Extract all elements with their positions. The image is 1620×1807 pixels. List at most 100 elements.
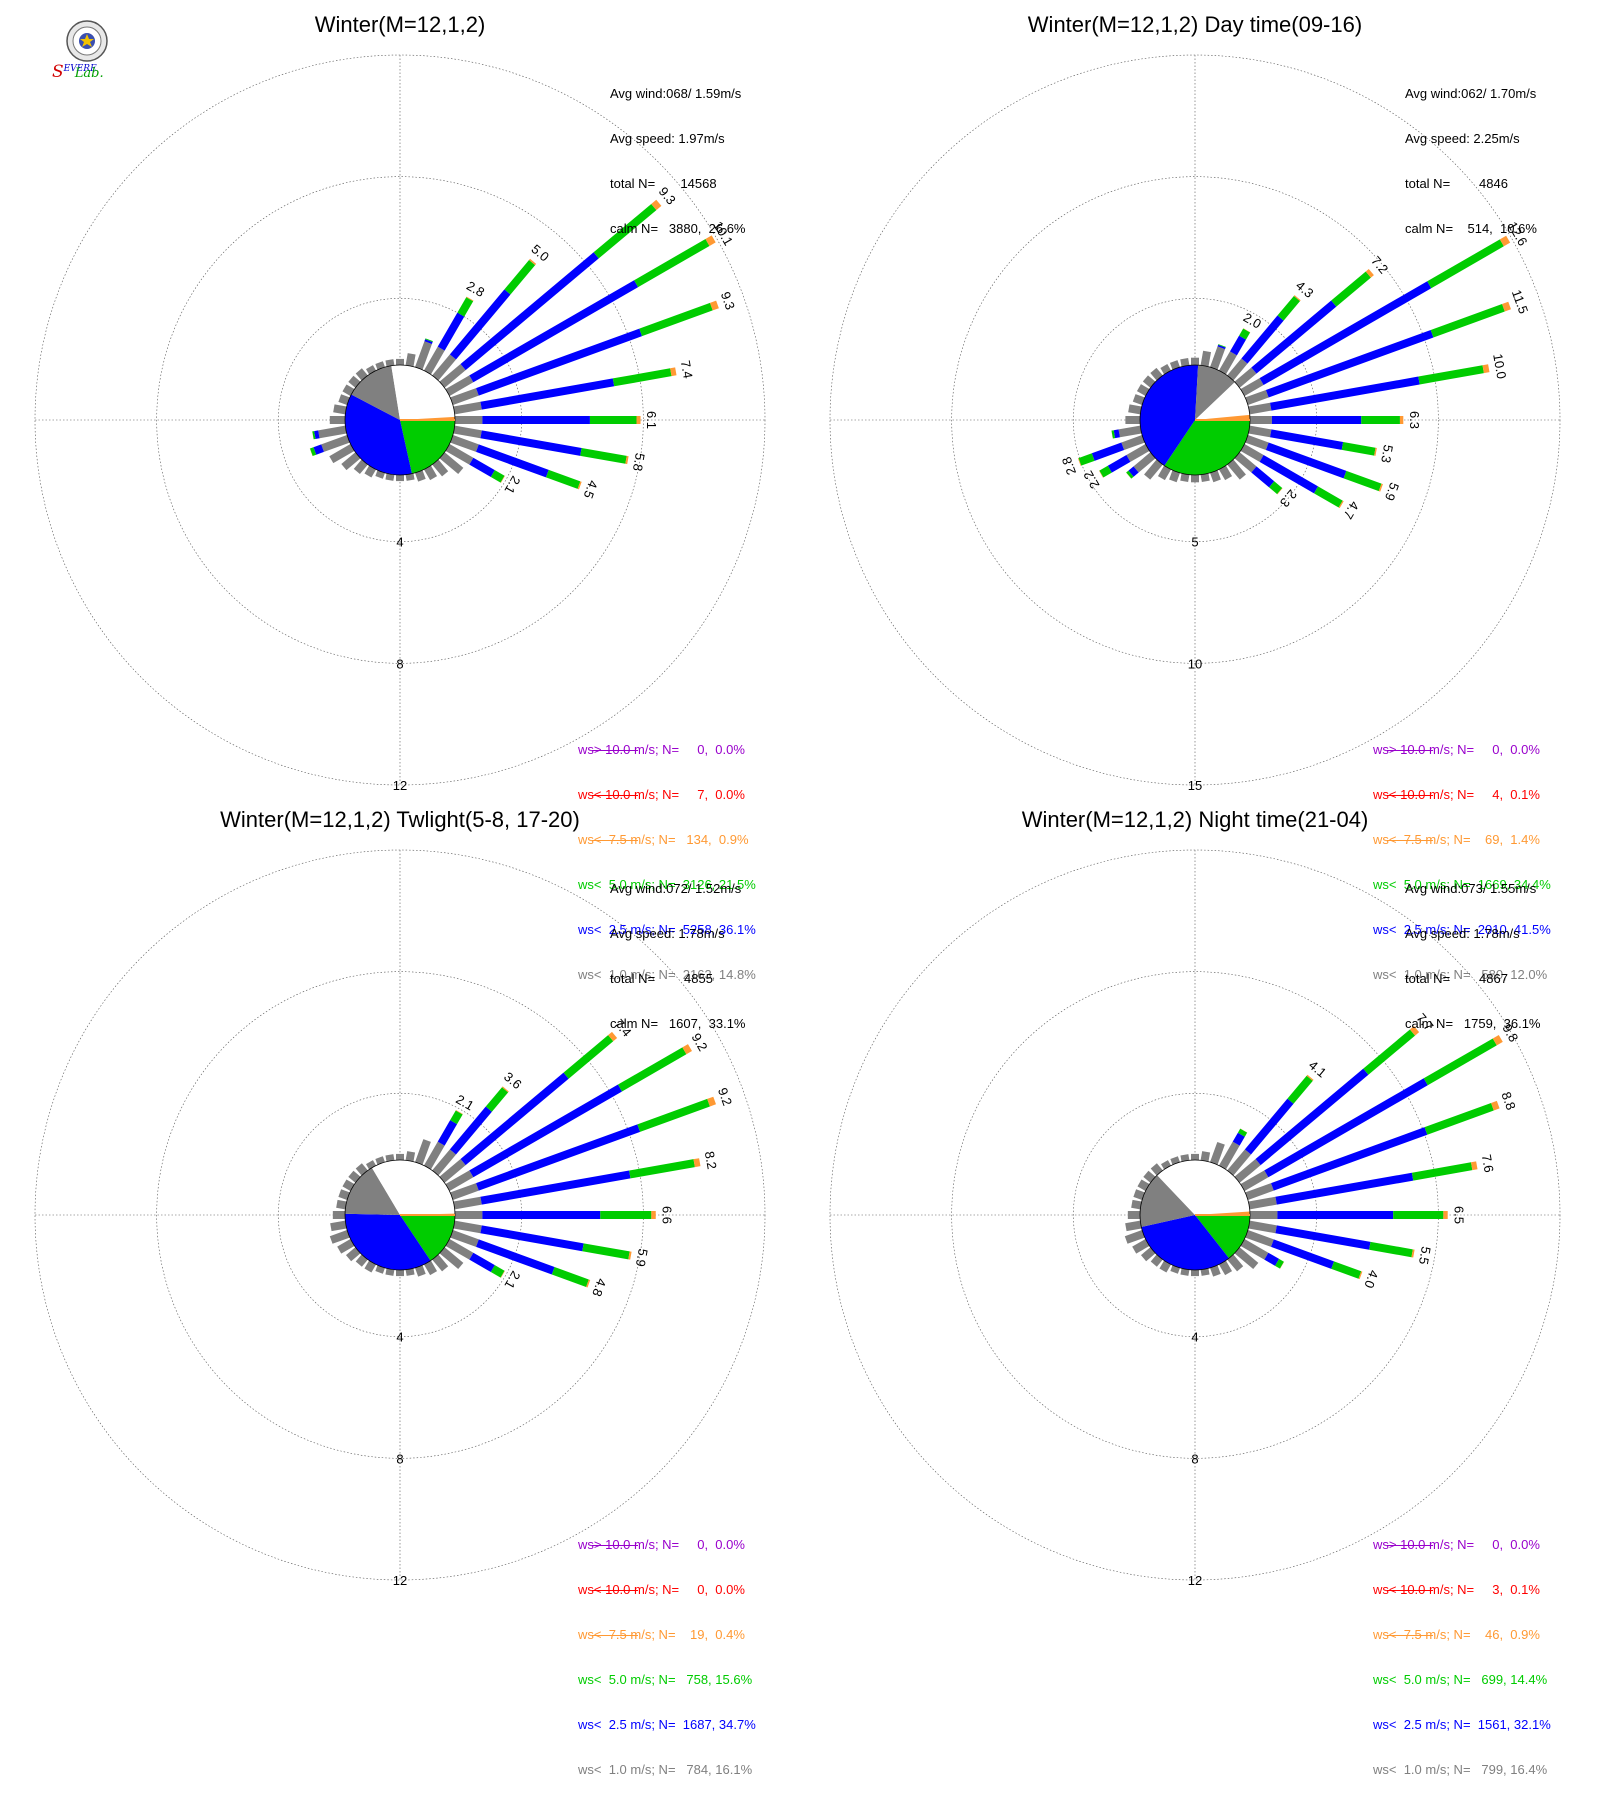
stats-block: Avg wind:062/ 1.70m/s Avg speed: 2.25m/s… bbox=[1405, 56, 1537, 266]
direction-bar bbox=[1201, 1151, 1210, 1161]
bar-segment-lt1 bbox=[333, 1211, 345, 1219]
bar-segment-lt5 bbox=[1342, 442, 1376, 456]
calm-n: calm N= 1607, 33.1% bbox=[610, 1016, 746, 1031]
bar-value-label: 8.8 bbox=[1498, 1090, 1518, 1112]
direction-bar bbox=[1191, 475, 1199, 482]
ring-label: 12 bbox=[393, 1573, 407, 1588]
bar-segment-lt1 bbox=[455, 1211, 482, 1219]
bar-segment-lt1 bbox=[453, 402, 481, 415]
direction-bar bbox=[396, 475, 404, 481]
ring-label: 8 bbox=[396, 656, 403, 671]
bar-segment-lt5 bbox=[1331, 271, 1371, 306]
ring-label: 10 bbox=[1188, 656, 1202, 671]
bar-segment-lt1 bbox=[330, 416, 345, 424]
bar-value-label: 8.2 bbox=[702, 1150, 720, 1170]
bar-value-label: 5.8 bbox=[630, 452, 648, 472]
direction-bar bbox=[406, 353, 416, 366]
bar-segment-lt5 bbox=[1331, 1261, 1361, 1278]
bar-value-label: 2.1 bbox=[502, 1268, 524, 1291]
bar-value-label: 6.5 bbox=[1451, 1206, 1466, 1224]
direction-bar bbox=[1250, 1211, 1448, 1219]
bar-value-label: 2.0 bbox=[1241, 310, 1264, 332]
bar-segment-lt5 bbox=[590, 416, 637, 424]
bar-segment-lt5 bbox=[1078, 453, 1094, 465]
bar-segment-lt7_5 bbox=[1443, 1211, 1447, 1219]
bar-value-label: 6.3 bbox=[1407, 411, 1422, 429]
legend-gt10: ws> 10.0 m/s; N= 0, 0.0% bbox=[1373, 1537, 1551, 1552]
bar-segment-lt1 bbox=[1250, 416, 1272, 424]
bar-segment-lt1 bbox=[1119, 426, 1142, 438]
ring-label: 8 bbox=[1191, 1451, 1198, 1466]
bar-value-label: 5.3 bbox=[1378, 444, 1396, 464]
legend-gt10: ws> 10.0 m/s; N= 0, 0.0% bbox=[578, 1537, 756, 1552]
avg-wind: Avg wind:068/ 1.59m/s bbox=[610, 86, 746, 101]
legend-lt1: ws< 1.0 m/s; N= 784, 16.1% bbox=[578, 1762, 756, 1777]
direction-bar bbox=[455, 416, 641, 424]
bar-value-label: 11.5 bbox=[1509, 288, 1531, 316]
legend-lt2_5: ws< 2.5 m/s; N= 1687, 34.7% bbox=[578, 1717, 756, 1732]
bar-segment-lt1 bbox=[453, 1197, 481, 1210]
bar-segment-lt5 bbox=[629, 1159, 695, 1178]
bar-segment-lt7_5 bbox=[1400, 416, 1403, 424]
legend: ws> 10.0 m/s; N= 0, 0.0% ws< 10.0 m/s; N… bbox=[578, 1507, 756, 1807]
bar-value-label: 5.5 bbox=[1416, 1245, 1434, 1265]
direction-bar bbox=[333, 1211, 345, 1219]
legend-lt1: ws< 1.0 m/s; N= 799, 16.4% bbox=[1373, 1762, 1551, 1777]
bar-segment-lt1 bbox=[1131, 1200, 1141, 1209]
bar-segment-lt2_5 bbox=[482, 416, 590, 424]
calm-n: calm N= 514, 10.6% bbox=[1405, 221, 1537, 236]
legend-lt5: ws< 5.0 m/s; N= 758, 15.6% bbox=[578, 1672, 756, 1687]
direction-bar bbox=[1131, 1200, 1141, 1209]
avg-speed: Avg speed: 2.25m/s bbox=[1405, 131, 1537, 146]
ring-label: 15 bbox=[1188, 778, 1202, 793]
bar-value-label: 9.2 bbox=[715, 1086, 735, 1108]
direction-bar bbox=[1191, 1270, 1199, 1276]
bar-value-label: 4.8 bbox=[589, 1276, 609, 1298]
bar-segment-lt2_5 bbox=[1108, 455, 1131, 473]
bar-segment-lt5 bbox=[552, 1267, 589, 1287]
bar-value-label: 10.0 bbox=[1490, 353, 1509, 381]
legend-lt5: ws< 5.0 m/s; N= 699, 14.4% bbox=[1373, 1672, 1551, 1687]
total-n: total N= 14568 bbox=[610, 176, 746, 191]
bar-segment-lt1 bbox=[330, 1221, 346, 1232]
direction-bar bbox=[406, 1151, 415, 1161]
ring-label: 8 bbox=[396, 1451, 403, 1466]
legend-gt10: ws> 10.0 m/s; N= 0, 0.0% bbox=[1373, 742, 1551, 757]
bar-segment-lt1 bbox=[1248, 426, 1271, 438]
bar-segment-lt2_5 bbox=[1092, 443, 1124, 461]
stats-block: Avg wind:073/ 1.55m/s Avg speed: 1.78m/s… bbox=[1405, 851, 1541, 1061]
bar-value-label: 2.1 bbox=[453, 1091, 476, 1113]
legend-lt10: ws< 10.0 m/s; N= 0, 0.0% bbox=[578, 1582, 756, 1597]
bar-segment-lt2_5 bbox=[1245, 1099, 1294, 1155]
bar-segment-lt2_5 bbox=[482, 1211, 600, 1219]
bar-segment-lt5 bbox=[1418, 365, 1484, 384]
bar-segment-lt1 bbox=[318, 426, 346, 439]
legend-lt10: ws< 10.0 m/s; N= 3, 0.1% bbox=[1373, 1582, 1551, 1597]
calm-n: calm N= 3880, 26.6% bbox=[610, 221, 746, 236]
bar-segment-lt5 bbox=[1431, 304, 1505, 337]
bar-segment-lt5 bbox=[1314, 486, 1343, 507]
bar-segment-lt1 bbox=[1248, 1221, 1276, 1234]
bar-segment-lt5 bbox=[546, 470, 580, 489]
bar-value-label: 2.2 bbox=[1080, 468, 1102, 491]
bar-segment-lt2_5 bbox=[469, 458, 494, 477]
bar-segment-lt1 bbox=[1248, 403, 1271, 415]
bar-segment-lt5 bbox=[1412, 1162, 1472, 1180]
bar-segment-lt1 bbox=[396, 359, 404, 365]
bar-segment-lt2_5 bbox=[1230, 336, 1246, 356]
bar-segment-lt1 bbox=[1128, 1211, 1140, 1219]
bar-segment-lt1 bbox=[1250, 1211, 1277, 1219]
bar-segment-lt5 bbox=[1425, 1103, 1494, 1135]
bar-segment-lt5 bbox=[504, 260, 535, 294]
stats-block: Avg wind:072/ 1.52m/s Avg speed: 1.78m/s… bbox=[610, 851, 746, 1061]
bar-segment-lt2_5 bbox=[1277, 1211, 1393, 1219]
total-n: total N= 4846 bbox=[1405, 176, 1537, 191]
direction-bar bbox=[1111, 426, 1141, 439]
bar-segment-lt1 bbox=[1201, 351, 1211, 367]
direction-bar bbox=[1128, 404, 1141, 414]
bar-value-label: 6.1 bbox=[644, 411, 659, 429]
bar-segment-lt1 bbox=[1201, 1151, 1210, 1161]
